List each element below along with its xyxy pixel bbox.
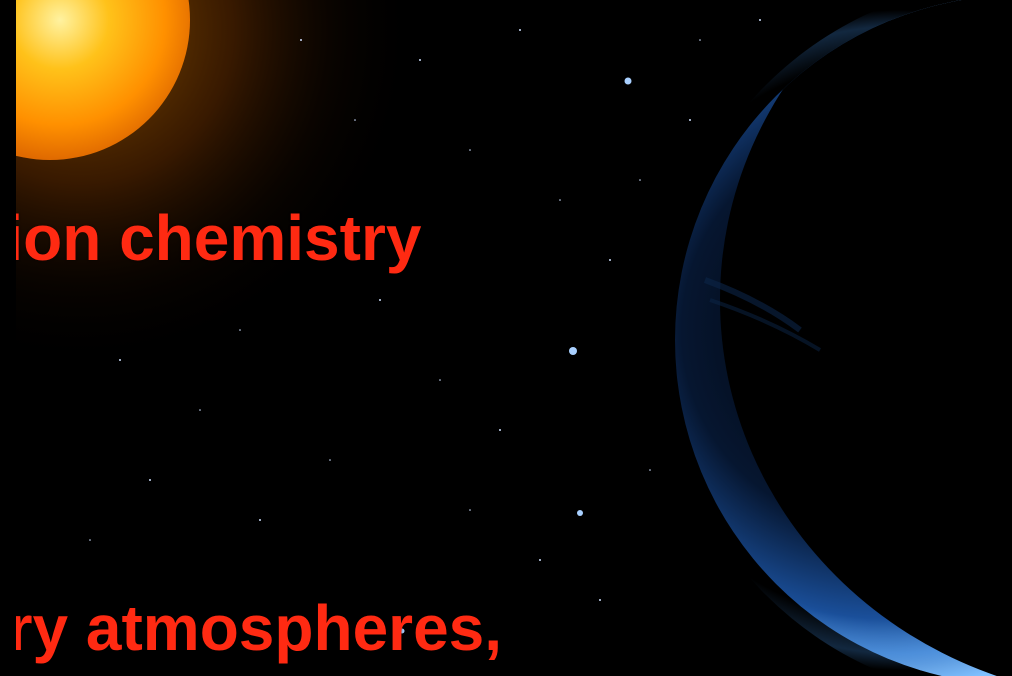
star-field xyxy=(89,19,761,634)
left-margin-bar xyxy=(0,0,16,676)
sun-image xyxy=(0,0,190,160)
headline-top: tion chemistry xyxy=(0,202,422,274)
headline-bottom: ary atmospheres, xyxy=(0,592,503,664)
planet-image xyxy=(660,0,1012,676)
